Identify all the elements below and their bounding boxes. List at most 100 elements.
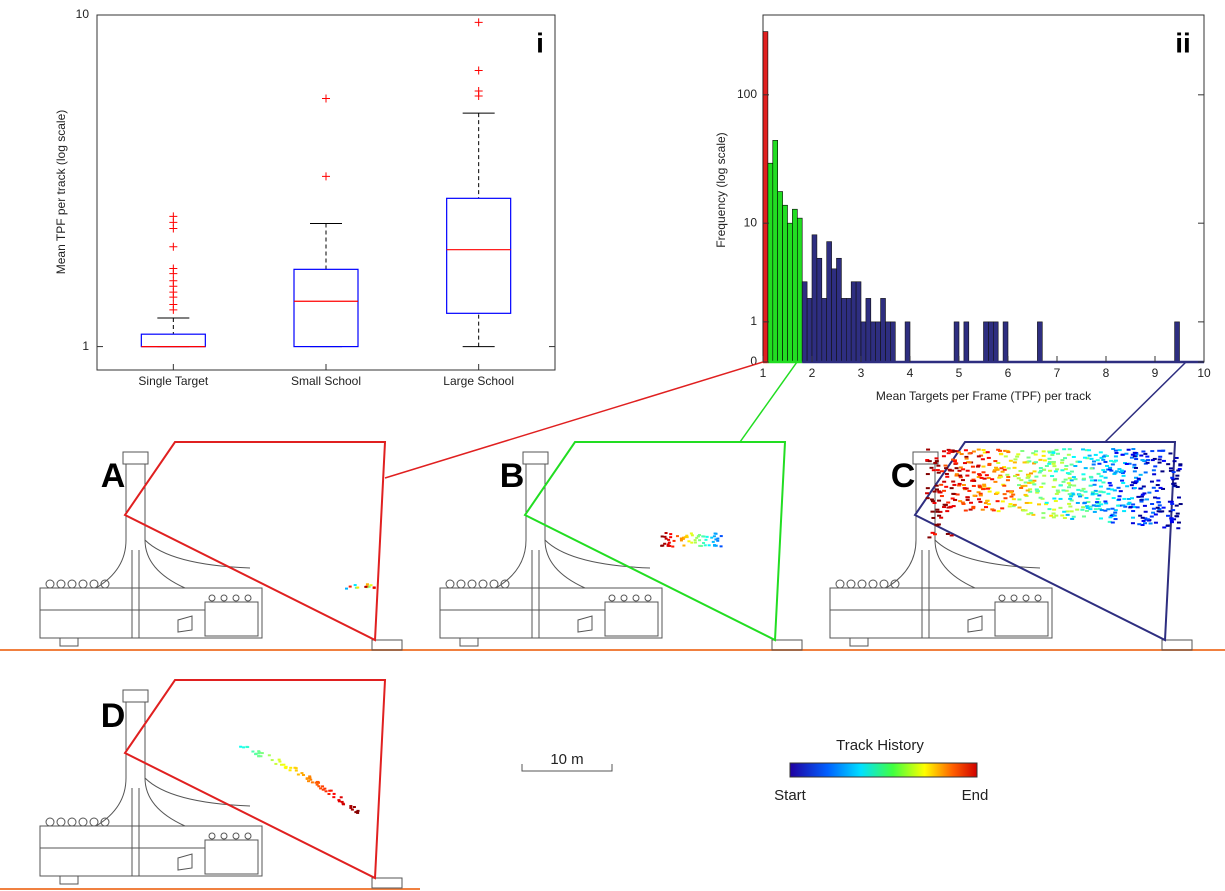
track-dot — [681, 537, 685, 540]
track-dot — [317, 781, 321, 784]
track-dot — [1075, 501, 1080, 504]
track-dot — [1003, 497, 1008, 500]
track-dot — [279, 763, 283, 766]
track-dot — [267, 754, 271, 757]
track-dot — [1149, 515, 1154, 518]
track-dot — [1012, 466, 1017, 469]
track-dot — [1002, 493, 1007, 496]
track-dot — [703, 544, 707, 547]
track-dot — [939, 495, 944, 498]
track-dot — [1142, 504, 1147, 507]
track-dot — [1095, 498, 1100, 501]
track-dot — [349, 805, 353, 808]
track-dot — [701, 535, 705, 538]
track-dot — [982, 485, 987, 488]
track-dot — [1175, 485, 1180, 488]
track-dot — [1176, 469, 1181, 472]
track-dot — [1063, 478, 1068, 481]
track-dot — [1079, 489, 1084, 492]
track-dot — [1039, 469, 1044, 472]
track-dot — [1068, 505, 1073, 508]
track-dot — [962, 487, 967, 490]
track-dot — [935, 508, 940, 511]
vessel-bollard — [489, 579, 499, 589]
track-dot — [1029, 512, 1034, 515]
vessel-bollard — [890, 579, 900, 589]
vessel-bollard — [56, 817, 66, 827]
track-dot — [930, 531, 935, 534]
track-dot — [1061, 489, 1066, 492]
track-dot — [1019, 486, 1024, 489]
track-dot — [932, 502, 937, 505]
track-dot — [1149, 480, 1154, 483]
track-dot — [1111, 448, 1116, 451]
track-dot — [1033, 461, 1038, 464]
track-dot — [1087, 449, 1092, 452]
track-dot — [967, 452, 972, 455]
track-dot — [1002, 466, 1007, 469]
track-dot — [954, 462, 959, 465]
track-dot — [1103, 509, 1108, 512]
track-dot — [288, 769, 292, 772]
vessel-bollard — [478, 579, 488, 589]
track-dot — [1052, 497, 1057, 500]
track-dot — [1061, 480, 1066, 483]
track-dot — [664, 537, 668, 540]
track-dot — [952, 460, 957, 463]
track-dot — [679, 537, 683, 540]
track-dot — [985, 499, 990, 502]
histogram-bar — [875, 321, 881, 363]
vessel-deck — [577, 601, 659, 637]
track-dot — [1126, 498, 1131, 501]
colorbar — [789, 762, 978, 778]
track-dot — [1122, 497, 1127, 500]
track-dot — [995, 468, 1000, 471]
track-dot — [1041, 512, 1046, 515]
track-dot — [957, 482, 962, 485]
track-dot — [1177, 496, 1182, 499]
track-dot — [1081, 487, 1086, 490]
track-dot — [942, 489, 947, 492]
track-dot — [1050, 453, 1055, 456]
track-dot — [1114, 451, 1119, 454]
panel-label: A — [101, 457, 126, 495]
x-tick-label: Small School — [291, 374, 361, 388]
track-dot — [1138, 487, 1143, 490]
track-dot — [1120, 470, 1125, 473]
track-dot — [1025, 461, 1030, 464]
track-dot — [1145, 461, 1150, 464]
track-dot — [1047, 462, 1052, 465]
track-dot — [1023, 493, 1028, 496]
connector — [1104, 361, 1187, 443]
track-dot — [1065, 513, 1070, 516]
track-dot — [1052, 479, 1057, 482]
track-dot — [965, 469, 970, 472]
track-dot — [953, 498, 958, 501]
track-dot — [1113, 511, 1118, 514]
track-dot — [955, 493, 960, 496]
track-dot — [1153, 513, 1158, 516]
vessel-tower — [885, 451, 1041, 638]
track-dot — [941, 455, 946, 458]
track-dot — [1140, 523, 1145, 526]
track-dot — [995, 500, 1000, 503]
track-dot — [1105, 464, 1110, 467]
track-dot — [992, 469, 997, 472]
track-dot — [681, 536, 685, 539]
track-dot — [716, 537, 720, 540]
track-dot — [952, 483, 957, 486]
track-dot — [943, 464, 948, 467]
track-dot — [1051, 512, 1056, 515]
track-dot — [1051, 516, 1056, 519]
track-dot — [1127, 501, 1132, 504]
track-dot — [950, 469, 955, 472]
vessel-bollard — [232, 594, 240, 602]
track-dot — [982, 477, 987, 480]
x-tick-label: 4 — [907, 366, 914, 380]
panel-label: B — [500, 457, 525, 495]
track-dot — [1157, 449, 1162, 452]
track-dot — [1006, 451, 1011, 454]
outlier — [169, 276, 178, 285]
track-dot — [1088, 508, 1093, 511]
